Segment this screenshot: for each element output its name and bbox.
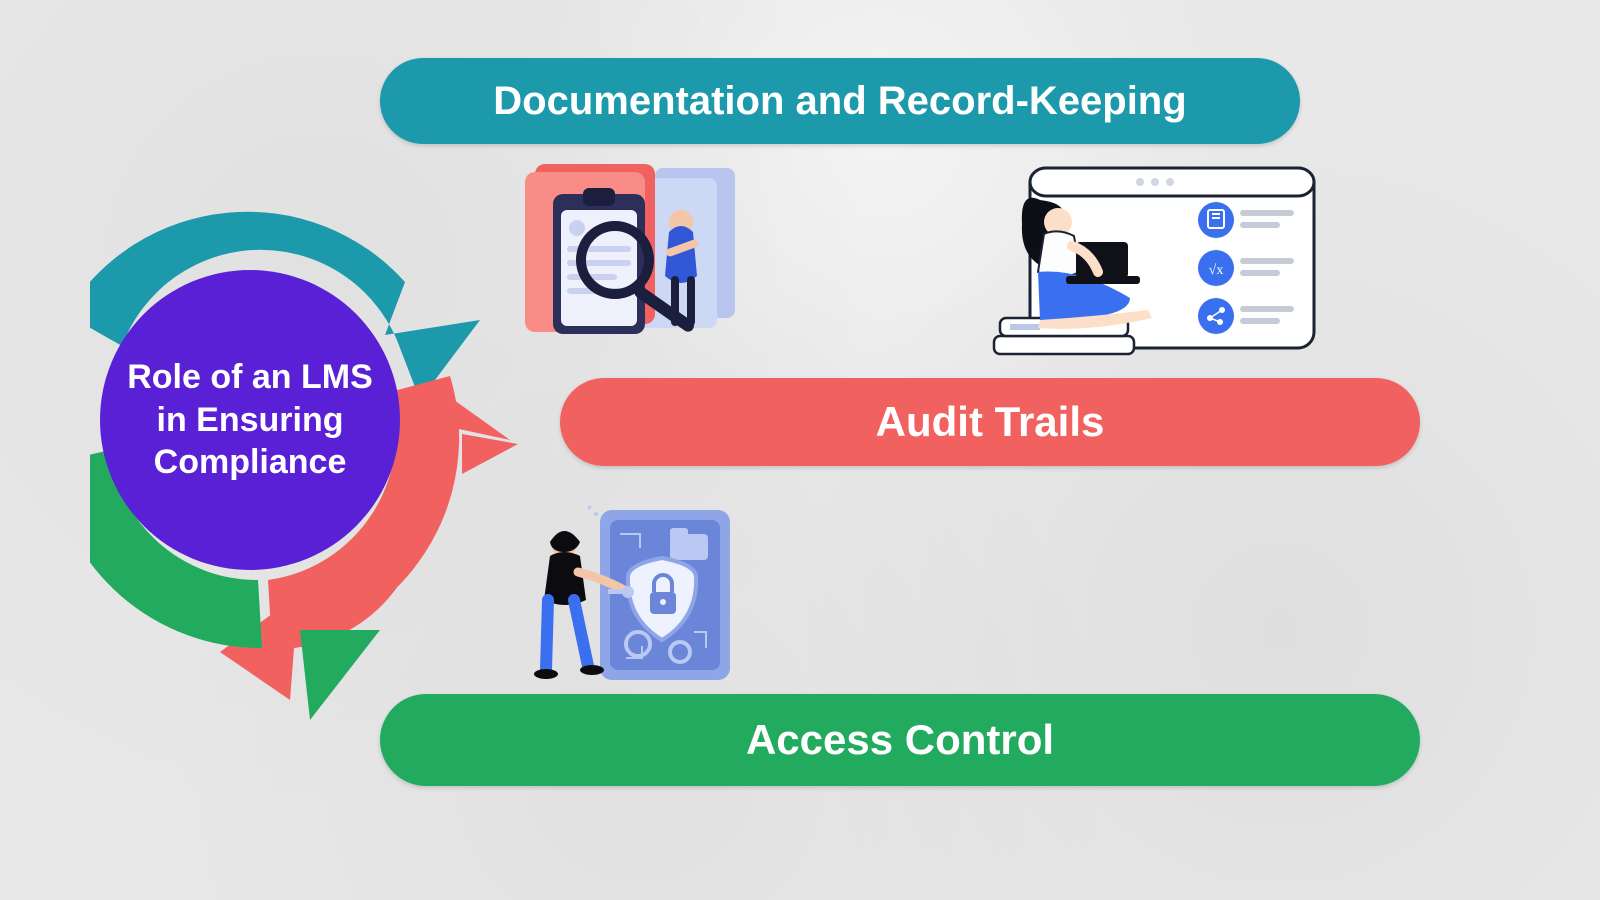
pill-documentation-label: Documentation and Record-Keeping	[493, 79, 1186, 123]
illustration-documentation	[505, 150, 765, 370]
pill-access-label: Access Control	[746, 717, 1054, 763]
center-topic-label: Role of an LMS in Ensuring Compliance	[120, 356, 380, 484]
svg-text:√x: √x	[1209, 263, 1224, 278]
pill-documentation: Documentation and Record-Keeping	[380, 58, 1300, 144]
illustration-audit: √x	[980, 160, 1320, 380]
pill-audit: Audit Trails	[560, 378, 1420, 466]
pill-access: Access Control	[380, 694, 1420, 786]
illustration-access	[530, 498, 745, 698]
infographic-stage: Role of an LMS in Ensuring Compliance Do…	[0, 0, 1600, 900]
pill-audit-label: Audit Trails	[876, 399, 1105, 445]
center-topic-circle: Role of an LMS in Ensuring Compliance	[100, 270, 400, 570]
